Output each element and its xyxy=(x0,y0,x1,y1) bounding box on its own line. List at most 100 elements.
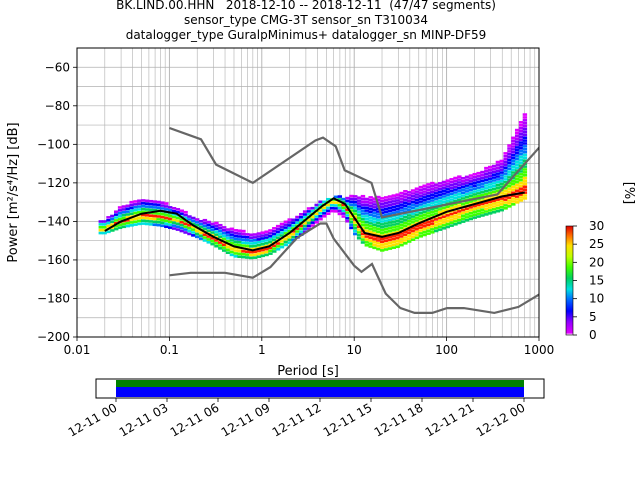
density-cell xyxy=(395,196,400,199)
density-cell xyxy=(522,171,528,174)
density-cell xyxy=(117,223,123,227)
density-cell xyxy=(245,233,250,236)
density-cell xyxy=(445,188,450,191)
density-cell xyxy=(125,204,130,208)
density-cell xyxy=(322,200,327,204)
y-tick-label: −80 xyxy=(45,99,70,113)
density-cell xyxy=(349,194,354,198)
density-cell xyxy=(426,209,431,212)
density-cell xyxy=(121,213,127,217)
density-cell xyxy=(480,202,485,206)
density-cell xyxy=(499,159,504,163)
density-cell xyxy=(121,208,127,211)
density-cell xyxy=(306,221,312,225)
density-cell xyxy=(364,243,370,247)
density-cell xyxy=(179,229,184,233)
density-cell xyxy=(476,215,481,218)
density-cell xyxy=(248,242,254,245)
density-cell xyxy=(449,189,454,193)
density-cell xyxy=(368,225,373,228)
density-cell xyxy=(511,145,516,148)
density-cell xyxy=(198,231,204,235)
density-cell xyxy=(264,253,269,257)
density-cell xyxy=(110,217,115,221)
density-cell xyxy=(306,218,312,222)
density-cell xyxy=(237,232,242,235)
density-cell xyxy=(437,193,443,197)
density-cell xyxy=(376,242,381,245)
density-cell xyxy=(487,200,493,204)
density-cell xyxy=(422,216,427,219)
density-cell xyxy=(518,129,524,133)
density-cell xyxy=(518,141,524,144)
density-cell xyxy=(484,178,489,182)
density-cell xyxy=(491,179,497,182)
density-cell xyxy=(229,250,235,254)
density-cell xyxy=(383,204,389,208)
density-cell xyxy=(503,172,508,175)
density-cell xyxy=(514,157,520,161)
density-cell xyxy=(299,224,304,228)
density-cell xyxy=(376,230,381,234)
density-cell xyxy=(403,201,408,205)
density-cell xyxy=(380,197,385,200)
density-cell xyxy=(480,185,485,188)
density-cell xyxy=(434,223,439,227)
density-cell xyxy=(507,196,512,199)
density-cell xyxy=(368,216,373,219)
density-cell xyxy=(306,212,312,216)
density-cell xyxy=(329,201,335,204)
density-cell xyxy=(511,151,516,154)
density-cell xyxy=(156,223,161,227)
density-cell xyxy=(171,221,177,225)
density-cell xyxy=(287,238,292,242)
density-cell xyxy=(414,213,420,217)
density-cell xyxy=(511,197,516,200)
density-cell xyxy=(206,238,211,241)
density-cell xyxy=(472,198,477,202)
density-cell xyxy=(511,142,516,145)
curve-nhnm xyxy=(169,126,539,219)
density-cell xyxy=(414,227,420,231)
density-cell xyxy=(368,198,373,202)
density-cell xyxy=(233,229,238,232)
density-cell xyxy=(495,169,501,173)
density-cell xyxy=(430,190,435,194)
density-cell xyxy=(129,209,134,213)
density-cell xyxy=(472,172,477,176)
density-cell xyxy=(380,202,385,206)
density-cell xyxy=(414,225,420,228)
density-cell xyxy=(283,220,289,224)
density-cell xyxy=(233,255,238,258)
density-cell xyxy=(395,222,400,225)
density-cell xyxy=(503,157,508,161)
density-cell xyxy=(380,208,385,212)
density-cell xyxy=(179,226,184,230)
density-cell xyxy=(337,209,343,213)
density-cell xyxy=(221,226,227,229)
density-cell xyxy=(495,209,501,213)
density-cell xyxy=(484,189,489,193)
density-cell xyxy=(426,232,431,235)
density-cell xyxy=(129,221,134,224)
density-cell xyxy=(345,196,350,200)
density-cell xyxy=(476,203,481,207)
density-cell xyxy=(503,175,508,178)
density-cell xyxy=(484,172,489,176)
density-cell xyxy=(291,230,296,233)
density-cell xyxy=(399,206,404,209)
density-cell xyxy=(106,224,111,228)
density-cell xyxy=(218,235,223,239)
density-cell xyxy=(364,229,370,233)
x-axis-label: Period [s] xyxy=(277,364,339,379)
density-cell xyxy=(522,153,528,157)
density-cell xyxy=(210,242,215,246)
density-cell xyxy=(499,185,504,189)
density-cell xyxy=(507,184,512,188)
density-cell xyxy=(449,206,454,210)
density-cell xyxy=(511,168,516,171)
density-cell xyxy=(484,169,489,173)
density-cell xyxy=(495,204,501,207)
density-cell xyxy=(287,221,292,224)
density-cell xyxy=(144,208,150,211)
